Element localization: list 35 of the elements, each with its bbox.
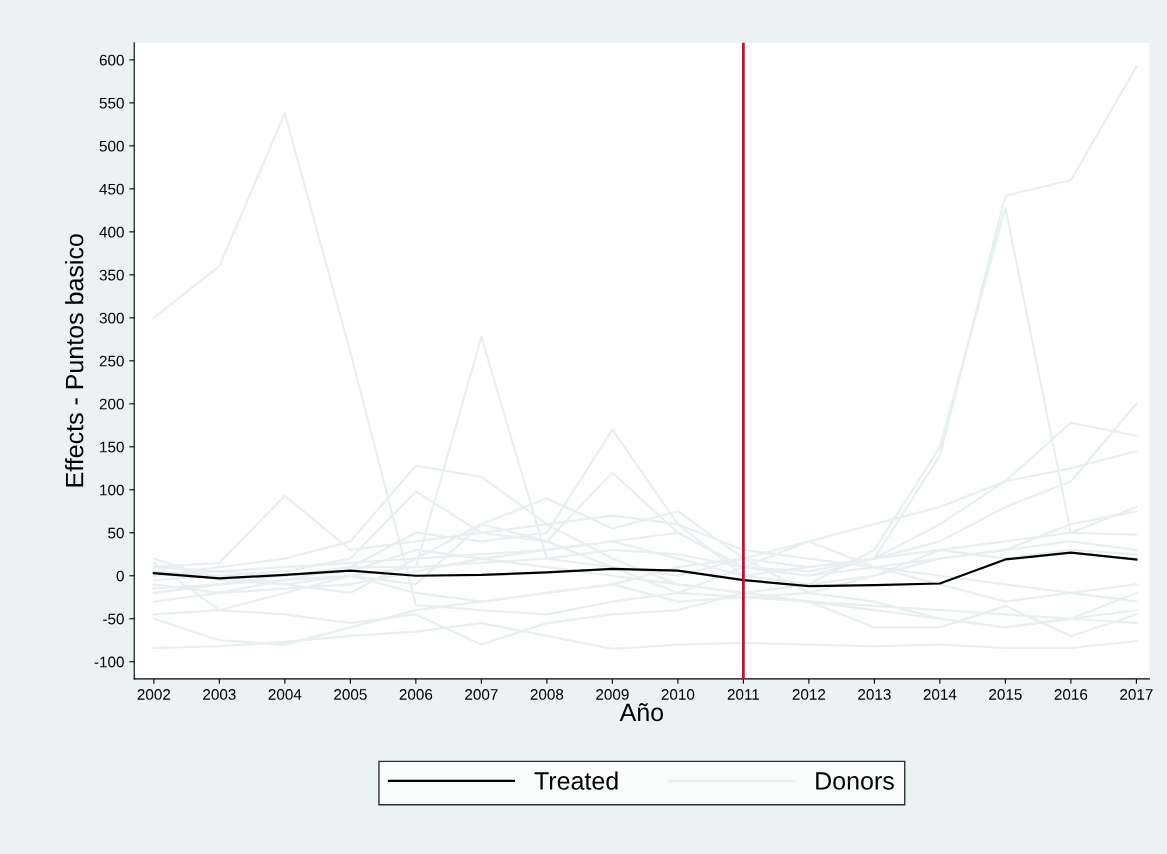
x-tick-label: 2009	[596, 689, 629, 700]
y-tick-label: 600	[99, 54, 124, 66]
x-tick-label: 2008	[530, 689, 564, 700]
x-tick-label: 2013	[858, 689, 891, 700]
x-tick-label: 2015	[989, 689, 1022, 700]
y-tick-label: 100	[100, 484, 124, 496]
x-tick-label: 2016	[1054, 689, 1088, 700]
y-tick-label: 0	[116, 570, 124, 582]
y-tick-label: 350	[99, 269, 124, 281]
x-tick-label: 2010	[661, 689, 695, 700]
y-tick-label: 400	[99, 226, 124, 238]
y-tick-label: 500	[99, 140, 124, 152]
y-axis-title: Effects - Puntos basico	[65, 234, 84, 487]
y-tick-label: 250	[99, 355, 124, 367]
x-tick-label: 2005	[334, 689, 367, 700]
x-tick-label: 2007	[465, 689, 498, 700]
y-tick-label: -50	[103, 613, 124, 625]
x-tick-label: 2006	[399, 689, 433, 700]
y-tick-label: 50	[108, 527, 124, 539]
text: Treated	[534, 771, 618, 790]
y-tick-label: 450	[99, 183, 124, 195]
x-tick-label: 2014	[923, 689, 957, 700]
x-axis-title: Año	[619, 703, 664, 722]
y-tick-label: 200	[99, 398, 124, 410]
legend-label: Donors	[816, 772, 894, 790]
x-tick-label: 2017	[1120, 689, 1153, 700]
y-tick-label: 150	[100, 441, 124, 453]
x-tick-label: 2011	[727, 689, 760, 700]
y-tick-label: 550	[99, 97, 124, 109]
x-tick-label: 2004	[268, 689, 302, 700]
y-tick-label: 300	[99, 312, 124, 324]
x-tick-label: 2002	[137, 689, 171, 700]
x-tick-label: 2012	[792, 689, 826, 700]
x-tick-label: 2003	[203, 689, 236, 700]
y-tick-label: -100	[94, 656, 124, 668]
